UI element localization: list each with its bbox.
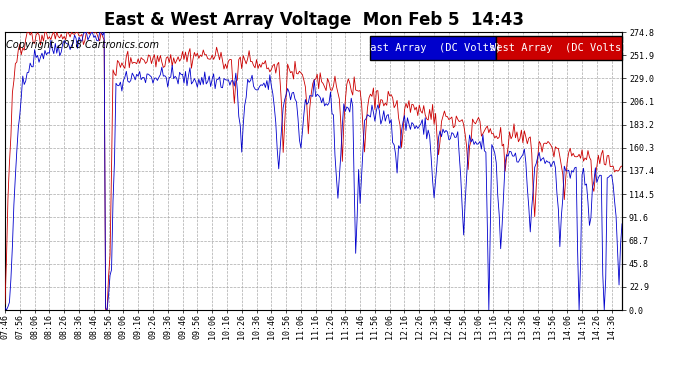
Text: East & West Array Voltage  Mon Feb 5  14:43: East & West Array Voltage Mon Feb 5 14:4… — [104, 11, 524, 29]
Text: West Array  (DC Volts): West Array (DC Volts) — [491, 43, 628, 53]
FancyBboxPatch shape — [370, 36, 496, 60]
FancyBboxPatch shape — [496, 36, 622, 60]
Text: East Array  (DC Volts): East Array (DC Volts) — [364, 43, 502, 53]
Text: Copyright 2018 Cartronics.com: Copyright 2018 Cartronics.com — [6, 39, 159, 50]
